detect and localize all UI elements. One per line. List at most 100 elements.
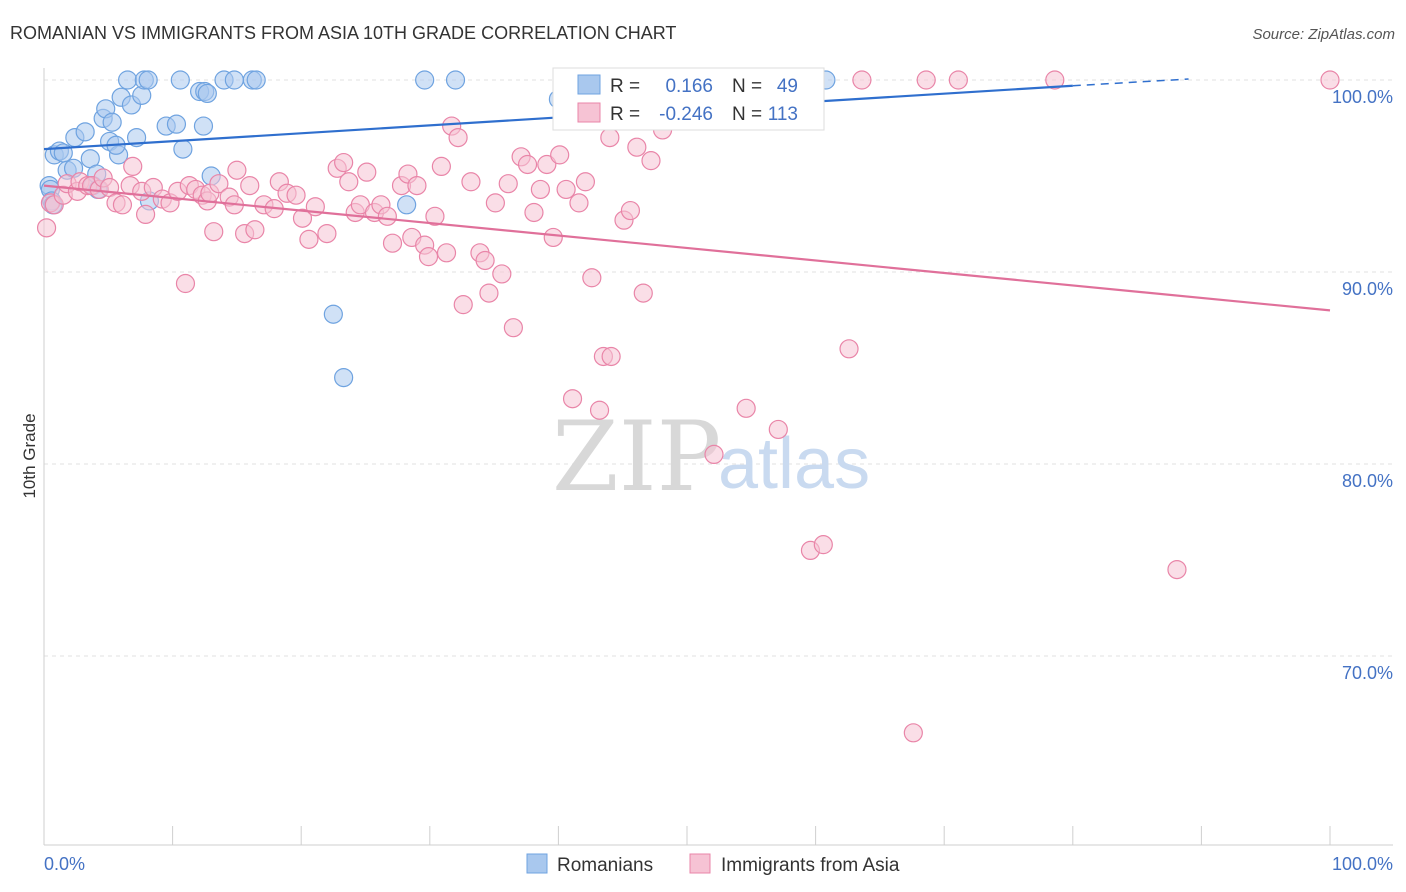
data-point xyxy=(475,250,495,271)
stats-legend-n-value-2: 113 xyxy=(768,104,798,125)
y-axis-tick-labels: 100.0% 90.0% 80.0% 70.0% xyxy=(1332,87,1393,683)
legend-swatch-immigrants xyxy=(689,853,711,874)
data-point xyxy=(436,243,457,263)
data-point xyxy=(461,172,481,192)
gridlines xyxy=(44,79,1393,657)
data-point xyxy=(498,174,518,194)
data-point xyxy=(948,70,968,90)
data-point xyxy=(1167,559,1187,580)
data-point xyxy=(36,218,57,238)
data-point xyxy=(736,398,756,418)
data-point xyxy=(123,156,143,176)
data-point xyxy=(485,193,505,213)
data-point xyxy=(357,162,377,182)
data-point xyxy=(175,273,196,294)
data-point xyxy=(75,122,95,142)
data-point xyxy=(517,154,538,175)
data-point xyxy=(492,264,512,284)
data-point xyxy=(425,206,445,226)
data-point xyxy=(240,176,260,196)
stats-legend-r-label-2: R = xyxy=(610,104,640,125)
data-point xyxy=(193,116,214,136)
watermark: ZIP atlas xyxy=(552,401,870,513)
data-point xyxy=(445,70,466,90)
data-point xyxy=(138,70,158,90)
x-tick-label-right: 100.0% xyxy=(1332,854,1393,874)
data-point xyxy=(704,444,724,464)
data-point xyxy=(641,151,661,171)
data-point xyxy=(102,112,122,132)
stats-legend: R = 0.166 N = 49 R = -0.246 N = 113 xyxy=(552,67,825,131)
data-point xyxy=(1320,70,1340,90)
y-axis-label: 10th Grade xyxy=(20,413,39,498)
data-point xyxy=(197,83,217,104)
trend-line-1 xyxy=(43,184,1331,312)
data-point xyxy=(299,229,319,249)
data-point xyxy=(903,723,923,743)
data-point xyxy=(627,137,647,157)
legend-swatch-romanians xyxy=(526,853,548,874)
data-point xyxy=(562,389,583,409)
data-point xyxy=(382,233,403,253)
y-tick-label: 90.0% xyxy=(1342,279,1393,299)
watermark-zip: ZIP xyxy=(552,401,721,513)
data-point xyxy=(537,154,557,175)
data-point xyxy=(916,70,936,90)
data-point xyxy=(323,304,343,324)
data-point xyxy=(479,283,499,303)
data-point xyxy=(227,160,247,180)
stats-legend-n-label-1: N = xyxy=(732,76,762,97)
data-point xyxy=(543,227,563,248)
data-point xyxy=(530,179,550,200)
data-point xyxy=(431,156,451,176)
stats-legend-swatch-romanians xyxy=(577,74,601,95)
data-point xyxy=(286,185,306,205)
data-point xyxy=(170,70,190,90)
y-tick-label: 100.0% xyxy=(1332,87,1393,107)
data-point xyxy=(768,419,788,440)
data-point xyxy=(1045,70,1065,90)
legend-label-romanians: Romanians xyxy=(557,855,653,876)
data-point xyxy=(852,70,872,90)
watermark-atlas: atlas xyxy=(718,424,870,504)
y-tick-label: 70.0% xyxy=(1342,663,1393,683)
data-point xyxy=(173,139,193,159)
legend-label-immigrants: Immigrants from Asia xyxy=(721,855,900,876)
stats-legend-r-value-1: 0.166 xyxy=(665,76,713,97)
data-point xyxy=(601,346,621,367)
data-point xyxy=(246,70,266,90)
data-point xyxy=(813,535,833,555)
data-point xyxy=(620,200,641,221)
trend-line-extension-0 xyxy=(1072,78,1189,87)
stats-legend-swatch-immigrants xyxy=(577,102,601,123)
y-tick-label: 80.0% xyxy=(1342,471,1393,491)
data-point xyxy=(418,247,439,267)
stats-legend-r-value-2: -0.246 xyxy=(659,104,713,125)
data-point xyxy=(582,268,602,288)
data-point xyxy=(407,176,427,196)
data-point xyxy=(633,283,653,303)
data-point xyxy=(245,220,265,240)
x-tick-label-left: 0.0% xyxy=(44,854,85,874)
data-point xyxy=(334,368,354,388)
data-point xyxy=(334,152,354,173)
data-point xyxy=(556,179,576,200)
chart-source: Source: ZipAtlas.com xyxy=(1252,26,1395,43)
series-legend: Romanians Immigrants from Asia xyxy=(526,853,900,876)
data-point xyxy=(524,202,544,223)
data-point xyxy=(569,193,589,213)
data-point xyxy=(292,208,313,228)
stats-legend-n-label-2: N = xyxy=(732,104,762,125)
chart-title: ROMANIAN VS IMMIGRANTS FROM ASIA 10TH GR… xyxy=(10,23,676,43)
data-point xyxy=(209,174,229,194)
data-point xyxy=(448,128,468,148)
data-point xyxy=(503,318,523,338)
data-point xyxy=(117,70,138,90)
data-point xyxy=(135,204,156,224)
data-point xyxy=(377,206,397,226)
data-point xyxy=(339,172,359,192)
data-point xyxy=(550,145,570,165)
data-point xyxy=(600,128,620,148)
data-point xyxy=(575,172,596,192)
